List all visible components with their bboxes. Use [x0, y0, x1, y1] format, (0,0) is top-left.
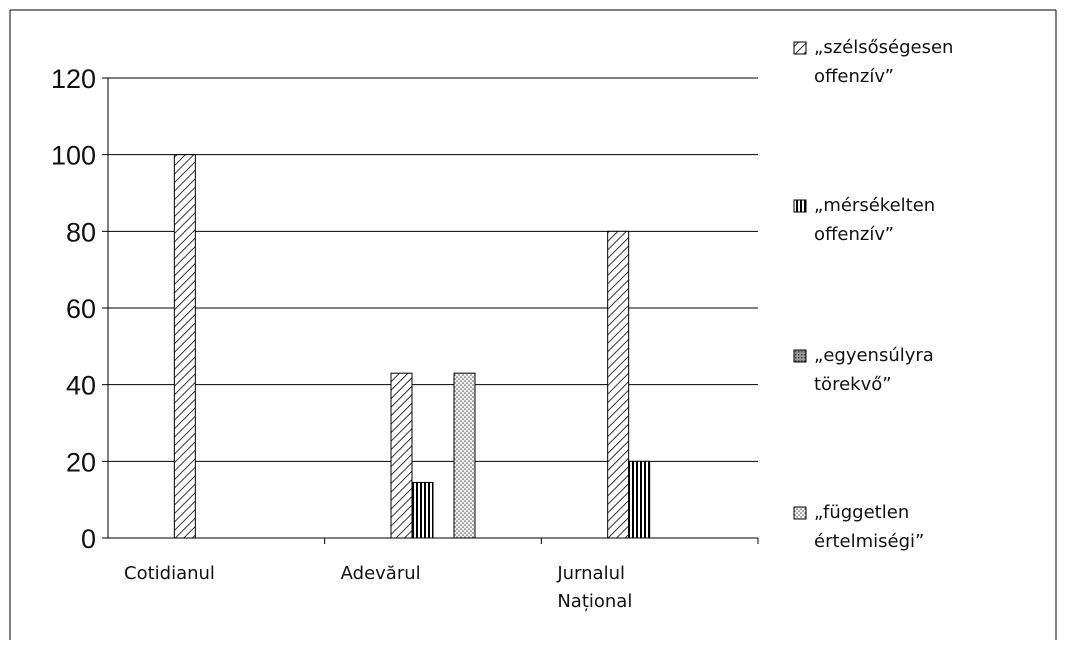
legend-label: „független értelmiségi” [814, 502, 924, 552]
legend-swatch [793, 506, 807, 520]
tick-labels: 0 20 40 60 80 100 120 Cotidianul Adevărul Jurnalu… [51, 64, 632, 612]
y-tick-label: 60 [66, 294, 96, 324]
legend-label: „mérsékelten offenzív” [814, 195, 935, 245]
legend: „szélsőségesen offenzív” „mérsékelten offen… [793, 37, 953, 552]
x-tick-label: Cotidianul [124, 563, 215, 584]
gridlines [108, 77, 758, 462]
bar [453, 372, 476, 539]
legend-label: „egyensúlyra törekvő” [814, 345, 934, 395]
legend-swatch [793, 349, 807, 363]
legend-label: „szélsőségesen offenzív” [814, 37, 953, 87]
bar [607, 230, 630, 539]
y-tick-label: 80 [66, 217, 96, 247]
y-tick-label: 120 [51, 64, 96, 94]
bars [173, 154, 651, 539]
y-tick-label: 20 [66, 447, 96, 477]
y-tick-label: 40 [66, 371, 96, 401]
y-tick-label: 100 [51, 141, 96, 171]
x-tick-label: Adevărul [341, 563, 421, 584]
bar [173, 154, 196, 539]
legend-swatch [793, 199, 807, 213]
x-tick-label: Jurnalul Național [556, 563, 632, 612]
bar [411, 481, 434, 539]
legend-swatch [793, 41, 807, 55]
bar [390, 372, 413, 539]
y-tick-label: 0 [81, 524, 96, 554]
bar [628, 460, 651, 539]
axes [102, 77, 759, 544]
